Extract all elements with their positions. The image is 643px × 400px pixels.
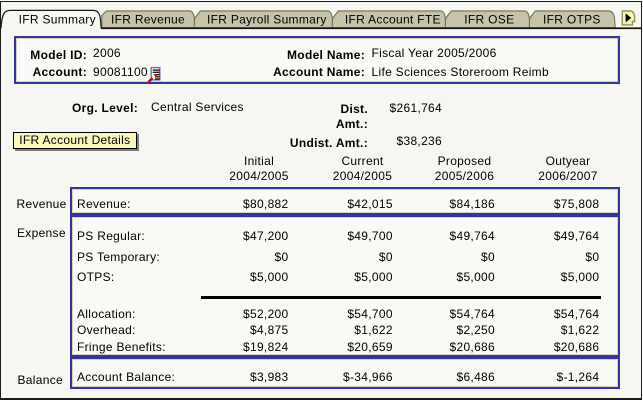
svg-text:IFR Summary: IFR Summary	[19, 13, 96, 27]
svg-text:IFR Payroll Summary: IFR Payroll Summary	[207, 13, 327, 27]
svg-text:IFR Revenue: IFR Revenue	[111, 13, 185, 27]
svg-text:IFR OSE: IFR OSE	[464, 13, 514, 27]
svg-text:IFR Account FTE: IFR Account FTE	[345, 13, 441, 27]
svg-text:IFR OTPS: IFR OTPS	[543, 13, 601, 27]
